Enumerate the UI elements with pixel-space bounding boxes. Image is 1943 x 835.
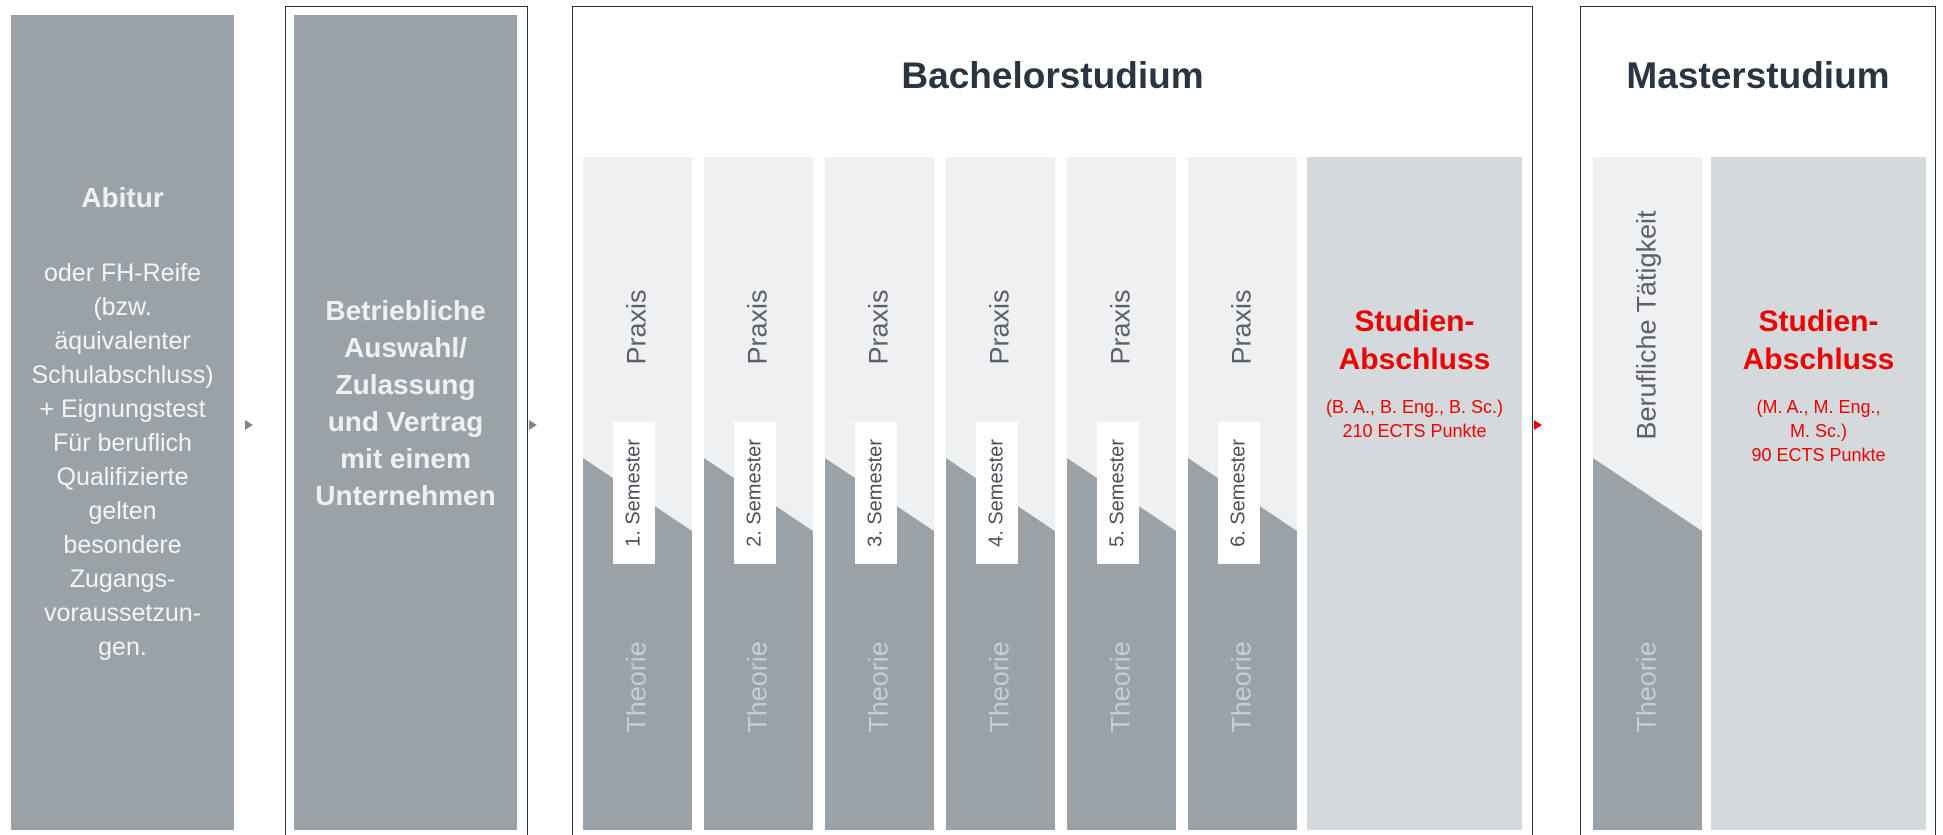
semester-label-box: 5. Semester (1097, 422, 1139, 564)
praxis-label: Praxis (1105, 289, 1136, 365)
semester-column-2: Praxis 2. Semester Theorie (704, 157, 813, 830)
semester-label-box: 4. Semester (976, 422, 1018, 564)
auswahl-line: Zulassung (335, 368, 476, 400)
master-abschluss-content: Studien- Abschluss (M. A., M. Eng., M. S… (1711, 157, 1926, 467)
abitur-line: gelten (88, 496, 157, 525)
semester-background (583, 157, 692, 830)
semester-column-3: Praxis 3. Semester Theorie (825, 157, 934, 830)
abitur-line: besondere (63, 530, 182, 559)
master-column-background (1593, 157, 1702, 830)
auswahl-line: Betriebliche (325, 294, 486, 326)
abschluss-detail-line: (B. A., B. Eng., B. Sc.) (1325, 397, 1504, 417)
praxis-label: Praxis (863, 289, 894, 365)
abitur-line: oder FH-Reife (44, 258, 201, 287)
semester-column-1: Praxis 1. Semester Theorie (583, 157, 692, 830)
bachelor-abschluss-box: Studien- Abschluss (B. A., B. Eng., B. S… (1307, 157, 1522, 830)
abschluss-heading-line: Abschluss (1742, 343, 1895, 376)
semester-label: 6. Semester (1227, 439, 1250, 547)
abitur-line: (bzw. (93, 292, 152, 321)
auswahl-line: Auswahl/ (344, 331, 467, 363)
semester-column-4: Praxis 4. Semester Theorie (946, 157, 1055, 830)
praxis-label: Praxis (742, 289, 773, 365)
arrow-right-icon (529, 420, 537, 430)
abitur-line: äquivalenter (54, 326, 191, 355)
abitur-line: Für beruflich (53, 428, 192, 457)
theorie-label: Theorie (984, 641, 1015, 733)
semester-label-box: 1. Semester (613, 422, 655, 564)
theorie-label: Theorie (863, 641, 894, 733)
semester-label-box: 3. Semester (855, 422, 897, 564)
abschluss-heading-line: Studien- (1758, 305, 1879, 338)
semester-label: 1. Semester (622, 439, 645, 547)
abitur-line: + Eignungstest (39, 394, 206, 423)
abitur-line: Zugangs- (69, 564, 176, 593)
abitur-line: Qualifizierte (56, 462, 189, 491)
arrow-right-icon (1534, 420, 1542, 430)
auswahl-box: Betriebliche Auswahl/ Zulassung und Vert… (294, 15, 517, 830)
auswahl-text: Betriebliche Auswahl/ Zulassung und Vert… (315, 292, 495, 554)
master-abschluss-box: Studien- Abschluss (M. A., M. Eng., M. S… (1711, 157, 1926, 830)
auswahl-line: Unternehmen (315, 479, 496, 511)
praxis-label: Praxis (621, 289, 652, 365)
auswahl-frame (285, 6, 528, 835)
abitur-title: Abitur (81, 181, 164, 213)
master-title: Masterstudium (1626, 55, 1890, 96)
bachelor-frame (572, 6, 1533, 835)
semester-background (1067, 157, 1176, 830)
abschluss-heading-line: Studien- (1354, 305, 1475, 338)
auswahl-line: mit einem (340, 442, 471, 474)
abitur-line: voraussetzun- (43, 598, 202, 627)
theorie-label: Theorie (1631, 641, 1662, 733)
abschluss-detail-line: 90 ECTS Punkte (1751, 445, 1886, 465)
master-abschluss-details: (M. A., M. Eng., M. Sc.) 90 ECTS Punkte (1711, 395, 1926, 467)
abschluss-detail-line: 210 ECTS Punkte (1342, 421, 1487, 441)
auswahl-line: und Vertrag (327, 405, 484, 437)
theorie-label: Theorie (742, 641, 773, 733)
semester-label: 2. Semester (743, 439, 766, 547)
praxis-label: Praxis (1226, 289, 1257, 365)
semester-column-6: Praxis 6. Semester Theorie (1188, 157, 1297, 830)
master-frame (1580, 6, 1936, 835)
bachelor-abschluss-heading: Studien- Abschluss (1307, 303, 1522, 379)
semester-label-box: 6. Semester (1218, 422, 1260, 564)
semester-column-5: Praxis 5. Semester Theorie (1067, 157, 1176, 830)
praxis-label: Praxis (984, 289, 1015, 365)
abschluss-detail-line: (M. A., M. Eng., (1756, 397, 1881, 417)
theorie-label: Theorie (621, 641, 652, 733)
master-abschluss-heading: Studien- Abschluss (1711, 303, 1926, 379)
abitur-line: Schulabschluss) (31, 360, 214, 389)
semester-label: 5. Semester (1106, 439, 1129, 547)
semester-background (704, 157, 813, 830)
theorie-label: Theorie (1105, 641, 1136, 733)
semester-label: 3. Semester (864, 439, 887, 547)
taetigkeit-label: Berufliche Tätigkeit (1631, 210, 1662, 440)
bachelor-abschluss-details: (B. A., B. Eng., B. Sc.) 210 ECTS Punkte (1307, 395, 1522, 443)
bachelor-abschluss-content: Studien- Abschluss (B. A., B. Eng., B. S… (1307, 157, 1522, 443)
semester-label: 4. Semester (985, 439, 1008, 547)
abschluss-detail-line: M. Sc.) (1790, 421, 1847, 441)
bachelor-title: Bachelorstudium (901, 55, 1204, 96)
abitur-line: gen. (98, 632, 147, 661)
theorie-label: Theorie (1226, 641, 1257, 733)
abschluss-heading-line: Abschluss (1338, 343, 1491, 376)
arrow-right-icon (245, 420, 253, 430)
semester-label-box: 2. Semester (734, 422, 776, 564)
abitur-description: oder FH-Reife (bzw. äquivalenter Schulab… (25, 256, 219, 664)
master-taetigkeit-column: Berufliche Tätigkeit Theorie (1593, 157, 1702, 830)
abitur-box: Abitur oder FH-Reife (bzw. äquivalenter … (11, 15, 234, 830)
